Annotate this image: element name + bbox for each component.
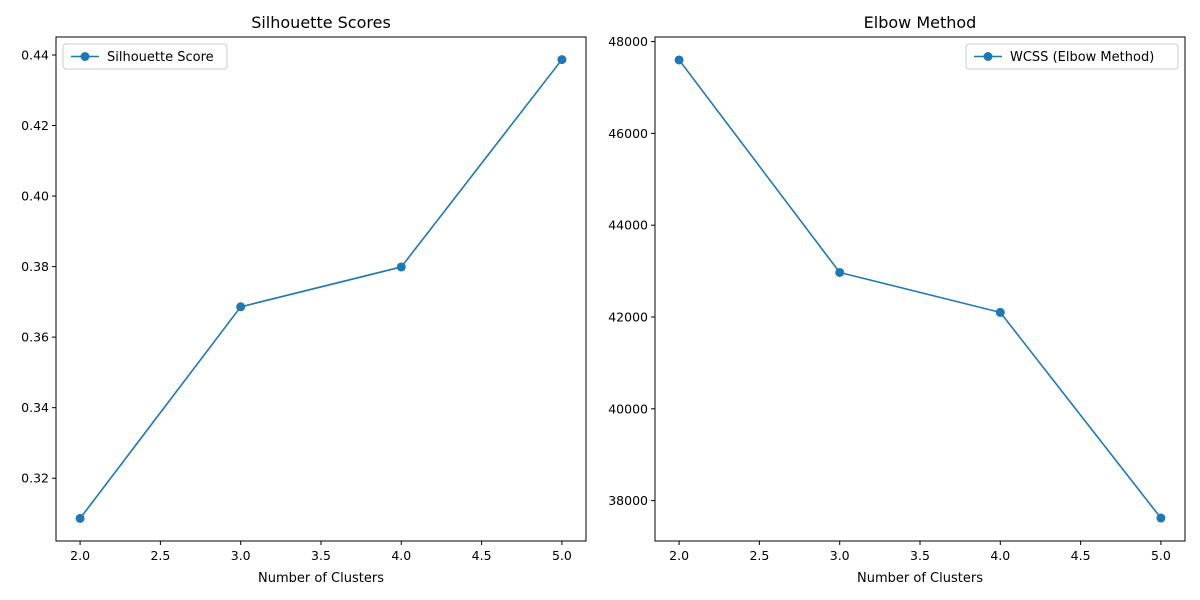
chart-title: Elbow Method bbox=[864, 13, 977, 32]
plot-frame bbox=[654, 36, 1186, 542]
data-point bbox=[674, 55, 684, 65]
y-tick-label: 0.38 bbox=[21, 259, 49, 274]
x-tick-label: 5.0 bbox=[1151, 548, 1171, 563]
x-tick-label: 2.5 bbox=[749, 548, 769, 563]
y-tick-label: 38000 bbox=[608, 493, 648, 508]
x-tick-label: 3.5 bbox=[311, 548, 331, 563]
tick-layer: 2.0 2.5 3.0 3.5 4.0 4.5 5.0 38000 40000 42000 4400… bbox=[608, 34, 1171, 563]
x-tick-label: 3.0 bbox=[231, 548, 251, 563]
x-axis-label: Number of Clusters bbox=[857, 571, 983, 586]
data-point bbox=[995, 307, 1005, 317]
x-tick-label: 4.0 bbox=[990, 548, 1010, 563]
legend-box bbox=[965, 43, 1179, 70]
silhouette-chart: Silhouette Scores Number of Clusters 2.0… bbox=[21, 13, 587, 586]
legend-marker bbox=[80, 52, 90, 61]
x-tick-label: 3.5 bbox=[910, 548, 930, 563]
data-point bbox=[236, 302, 246, 312]
y-tick-label: 0.32 bbox=[21, 471, 49, 486]
y-tick-label: 0.36 bbox=[21, 330, 49, 345]
legend: WCSS (Elbow Method) bbox=[965, 43, 1179, 70]
x-tick-label: 2.0 bbox=[70, 548, 90, 563]
x-axis-label: Number of Clusters bbox=[258, 571, 384, 586]
series-line bbox=[678, 59, 1162, 519]
x-tick-label: 4.5 bbox=[472, 548, 492, 563]
data-point bbox=[557, 55, 567, 65]
x-tick-label: 5.0 bbox=[552, 548, 572, 563]
data-point bbox=[835, 267, 845, 277]
series-line bbox=[79, 59, 563, 519]
data-point bbox=[75, 513, 85, 523]
y-tick-label: 0.44 bbox=[21, 47, 49, 62]
data-layer bbox=[75, 55, 567, 523]
legend-label: WCSS (Elbow Method) bbox=[1010, 50, 1154, 65]
legend-marker bbox=[983, 52, 993, 61]
legend-box bbox=[62, 43, 228, 70]
y-tick-label: 42000 bbox=[608, 310, 648, 325]
data-point bbox=[1156, 513, 1166, 523]
y-tick-label: 46000 bbox=[608, 126, 648, 141]
x-tick-label: 4.0 bbox=[391, 548, 411, 563]
x-tick-label: 2.0 bbox=[669, 548, 689, 563]
x-tick-label: 4.5 bbox=[1071, 548, 1091, 563]
data-point bbox=[396, 262, 406, 272]
legend: Silhouette Score bbox=[62, 43, 228, 70]
y-tick-label: 40000 bbox=[608, 401, 648, 416]
legend-label: Silhouette Score bbox=[107, 50, 214, 65]
x-tick-label: 2.5 bbox=[150, 548, 170, 563]
x-tick-label: 3.0 bbox=[830, 548, 850, 563]
y-tick-label: 0.34 bbox=[21, 400, 49, 415]
y-tick-label: 44000 bbox=[608, 218, 648, 233]
elbow-chart: Elbow Method Number of Clusters 2.0 2.5 3.… bbox=[608, 13, 1186, 586]
chart-title: Silhouette Scores bbox=[251, 13, 391, 32]
y-tick-label: 48000 bbox=[608, 34, 648, 49]
data-layer bbox=[674, 55, 1166, 523]
tick-layer: 2.0 2.5 3.0 3.5 4.0 4.5 5.0 0.32 0.34 0.36 0.38 0.4… bbox=[21, 47, 572, 563]
y-tick-label: 0.40 bbox=[21, 189, 49, 204]
y-tick-label: 0.42 bbox=[21, 118, 49, 133]
plot-frame bbox=[55, 36, 587, 542]
